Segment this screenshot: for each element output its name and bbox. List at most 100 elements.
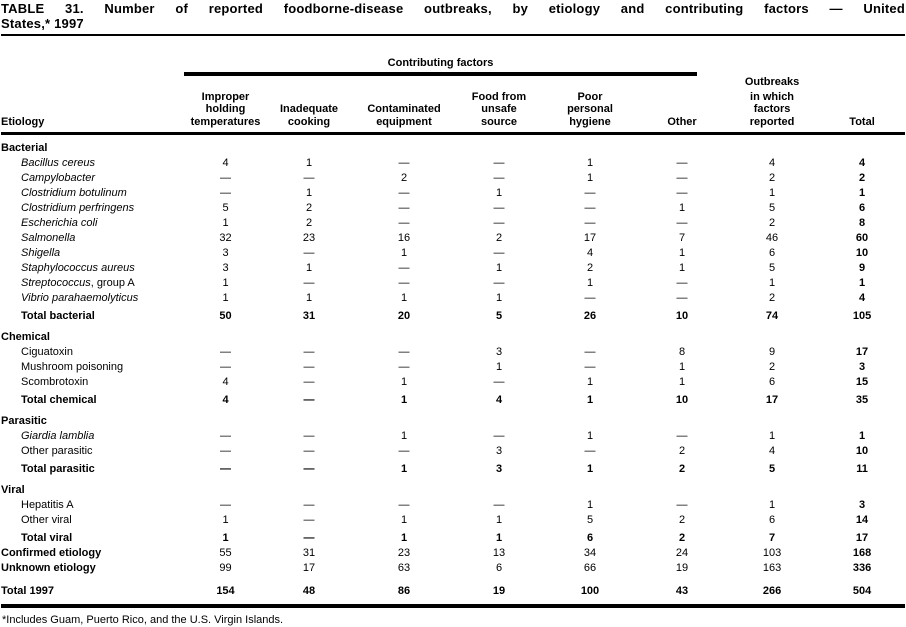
factor-value-cell — [351, 324, 457, 345]
factor-value-cell: 1 — [400, 514, 408, 526]
factor-value-cell: — — [303, 247, 315, 259]
factor-value-cell: 2 — [400, 172, 408, 184]
factor-value-cell: 34 — [583, 547, 597, 559]
factor-value-cell: — — [398, 277, 410, 289]
factor-value-cell: — — [493, 217, 505, 229]
total-cell: 1 — [858, 430, 866, 442]
factor-value-cell: 23 — [397, 547, 411, 559]
factor-value-cell — [267, 477, 351, 498]
empty-header-cell — [819, 36, 905, 89]
factor-value-cell: 50 — [219, 310, 232, 322]
factor-value-cell: — — [493, 247, 505, 259]
factor-value-cell: 48 — [267, 576, 351, 608]
factor-value-cell: 3 — [495, 463, 503, 475]
table-row: Escherichia coli 1 2 — — — — 2 8 — [1, 216, 905, 231]
total-cell: 10 — [855, 247, 869, 259]
table-title-line2: States,* 1997 — [1, 15, 84, 31]
etiology-label: Unknown etiology — [1, 562, 96, 574]
factor-value-cell: 31 — [302, 547, 316, 559]
table-row: Vibrio parahaemolyticus 1 1 1 1 — — 2 4 — [1, 291, 905, 306]
factor-value-cell — [541, 324, 639, 345]
factor-value-cell: 5 — [495, 310, 503, 322]
factor-value-cell: — — [398, 262, 410, 274]
total-cell: 4 — [858, 157, 866, 169]
factor-value-cell — [267, 408, 351, 429]
factor-value-cell: 1 — [222, 532, 229, 544]
factor-value-cell: — — [584, 346, 596, 358]
factor-value-cell: 2 — [768, 217, 776, 229]
factor-value-cell: 1 — [222, 217, 229, 229]
total-cell: 17 — [855, 532, 869, 544]
table-row: Campylobacter — — 2 — 1 — 2 2 — [1, 171, 905, 186]
factor-value-cell: 1 — [586, 499, 594, 511]
factor-value-cell — [457, 477, 541, 498]
etiology-label: Clostridium perfringens — [21, 202, 135, 214]
factor-value-cell: 1 — [305, 157, 313, 169]
factor-value-cell: 4 — [222, 376, 229, 388]
etiology-label: Total parasitic — [21, 463, 95, 475]
factor-value-cell: 4 — [222, 157, 229, 169]
table-title: TABLE 31. Number of reported foodborne-d… — [1, 1, 905, 36]
table-row: Clostridium perfringens 5 2 — — — 1 5 6 — [1, 201, 905, 216]
factor-value-cell: — — [220, 361, 231, 373]
factor-value-cell: 5 — [222, 202, 229, 214]
factor-value-cell: — — [220, 187, 231, 199]
total-cell: 3 — [858, 499, 866, 511]
group-header-row: Contributing factors Outbreaks — [1, 36, 905, 89]
etiology-label: Chemical — [1, 331, 50, 343]
factor-value-cell: — — [303, 532, 315, 544]
etiology-label: Bacillus cereus — [21, 157, 95, 169]
total-cell: 35 — [855, 394, 869, 406]
factor-value-cell: — — [676, 430, 688, 442]
factor-value-cell — [457, 324, 541, 345]
factor-value-cell: — — [398, 202, 410, 214]
factor-value-cell: — — [398, 499, 410, 511]
factor-value-cell: 2 — [768, 172, 776, 184]
table-row: Bacillus cereus 4 1 — — 1 — 4 4 — [1, 156, 905, 171]
contributing-factors-label: Contributing factors — [184, 57, 698, 76]
factor-value-cell: 1 — [495, 532, 503, 544]
factor-value-cell: 99 — [219, 562, 232, 574]
factor-value-cell — [351, 134, 457, 157]
factor-value-cell: — — [676, 217, 688, 229]
factor-value-cell: — — [303, 346, 315, 358]
factor-value-cell: — — [493, 202, 505, 214]
factor-value-cell: 100 — [541, 576, 639, 608]
table-row: Clostridium botulinum — 1 — 1 — — 1 1 — [1, 186, 905, 201]
factor-value-cell: 2 — [678, 445, 686, 457]
factor-value-cell — [639, 134, 725, 157]
table-row: Streptococcus, group A 1 — — — 1 — 1 1 — [1, 276, 905, 291]
factor-value-cell: 1 — [678, 262, 686, 274]
factor-value-cell: 1 — [305, 187, 313, 199]
factor-value-cell — [541, 134, 639, 157]
factor-value-cell: 1 — [222, 292, 229, 304]
factor-value-cell: — — [493, 376, 505, 388]
table-row: Chemical — [1, 324, 905, 345]
factor-value-cell: 1 — [305, 262, 313, 274]
factor-value-cell: — — [220, 430, 231, 442]
etiology-label: Total 1997 — [1, 576, 184, 608]
factor-value-cell: 6 — [586, 532, 594, 544]
factor-value-cell — [725, 477, 819, 498]
factor-value-cell: — — [398, 157, 410, 169]
factor-value-cell: 10 — [675, 310, 689, 322]
table-row: Unknown etiology 99 17 63 6 66 19 163 336 — [1, 561, 905, 576]
factor-value-cell: 1 — [400, 376, 408, 388]
etiology-label: Total chemical — [21, 394, 97, 406]
table-row: Staphylococcus aureus 3 1 — 1 2 1 5 9 — [1, 261, 905, 276]
factor-value-cell: — — [303, 463, 315, 475]
factor-value-cell: — — [398, 217, 410, 229]
total-cell: 15 — [855, 376, 869, 388]
factor-value-cell: — — [220, 499, 231, 511]
factor-value-cell: — — [676, 499, 688, 511]
etiology-label: Other viral — [21, 514, 72, 526]
factor-value-cell: — — [676, 292, 688, 304]
factor-value-cell: 6 — [768, 514, 776, 526]
total-cell — [819, 408, 905, 429]
factor-value-cell: — — [220, 463, 231, 475]
factor-value-cell — [184, 477, 267, 498]
factor-value-cell: 2 — [678, 514, 686, 526]
etiology-label: Vibrio parahaemolyticus — [21, 292, 139, 304]
factor-value-cell: 7 — [678, 232, 686, 244]
